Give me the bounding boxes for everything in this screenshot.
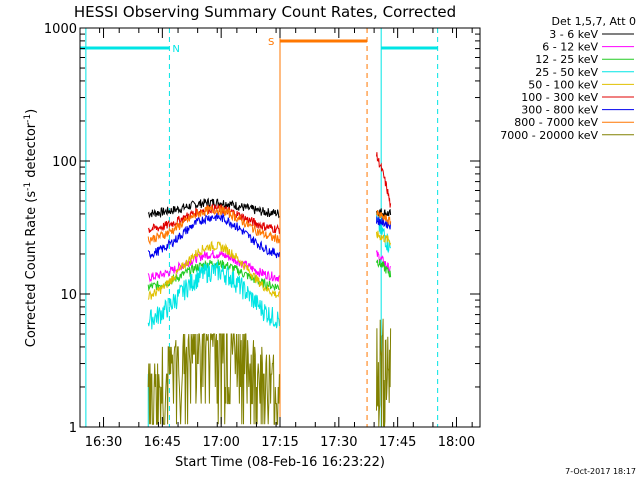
series-line <box>147 240 280 300</box>
footer-date: 7-Oct-2017 18:17 <box>565 467 636 476</box>
annotation-bar: S <box>268 28 368 427</box>
series-line <box>147 333 280 425</box>
series-line <box>147 249 280 283</box>
y-tick-label: 1000 <box>44 22 77 37</box>
x-axis-label: Start Time (08-Feb-16 16:23:22) <box>175 455 385 470</box>
x-tick-label: 16:30 <box>85 435 122 450</box>
x-tick-label: 17:45 <box>379 435 416 450</box>
x-tick-label: 16:45 <box>144 435 181 450</box>
x-axis: 16:30 16:45 17:00 17:15 17:30 17:45 18:00 <box>79 28 475 450</box>
legend-entry-label: 7000 - 20000 keV <box>500 129 598 142</box>
legend-entry-label: 3 - 6 keV <box>549 28 598 41</box>
y-tick-label: 100 <box>52 155 77 170</box>
plot-area: NS <box>80 28 439 427</box>
annotation-label: S <box>268 37 274 48</box>
legend-entry-label: 12 - 25 keV <box>535 53 598 66</box>
series-line-segment <box>376 318 392 427</box>
x-tick-label: 17:15 <box>261 435 298 450</box>
legend-entry-label: 50 - 100 keV <box>528 78 598 91</box>
x-tick-label: 18:00 <box>438 435 475 450</box>
series-line <box>147 260 280 330</box>
legend-entry-label: 6 - 12 keV <box>542 41 598 54</box>
series-line-segment <box>376 213 392 254</box>
series-line-segment <box>376 230 392 247</box>
y-tick-label: 10 <box>60 288 77 303</box>
y-axis-label: Corrected Count Rate (s-1 detector-1) <box>23 109 39 347</box>
x-tick-label: 17:00 <box>202 435 239 450</box>
series-line-segment <box>376 209 392 225</box>
annotation-bar: N <box>80 28 180 427</box>
y-axis: 1 10 100 1000 <box>44 22 480 436</box>
series-line-segment <box>376 258 392 278</box>
x-tick-label: 17:30 <box>320 435 357 450</box>
legend-entry-label: 25 - 50 keV <box>535 66 598 79</box>
legend-entry-label: 800 - 7000 keV <box>514 116 598 129</box>
chart-title: HESSI Observing Summary Count Rates, Cor… <box>74 3 456 21</box>
y-tick-label: 1 <box>69 421 77 436</box>
series-line <box>147 197 280 219</box>
legend-entry-label: 100 - 300 keV <box>521 91 598 104</box>
series-line-segment <box>376 152 392 208</box>
series-line <box>147 212 280 260</box>
annotation-label: N <box>172 44 179 55</box>
legend-entry-label: 300 - 800 keV <box>521 104 598 117</box>
series-line <box>147 204 280 246</box>
legend-header: Det 1,5,7, Att 0 <box>552 15 636 28</box>
